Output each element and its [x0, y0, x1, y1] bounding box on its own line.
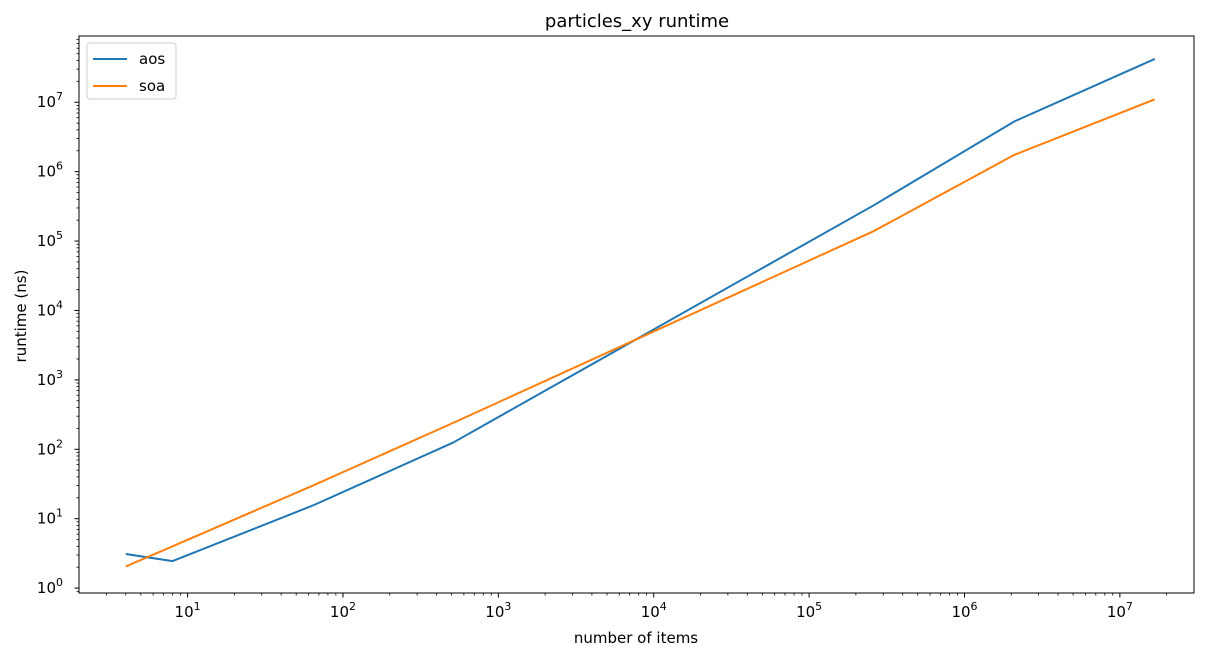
- y-tick-label: 104: [37, 298, 63, 319]
- plot-area: 101 102 103 104 105 106 107 100 101 102 103 104 105…: [37, 35, 1195, 621]
- y-tick-label: 101: [37, 507, 63, 528]
- x-tick-label: 101: [175, 600, 201, 621]
- legend-label-soa: soa: [139, 77, 165, 95]
- series-line-aos: [125, 58, 1156, 563]
- x-axis-ticks: 101 102 103 104 105 106 107: [105, 593, 1168, 621]
- axes-frame: [78, 35, 1195, 594]
- x-tick-label: 104: [641, 600, 667, 621]
- y-axis-label: runtime (ns): [12, 270, 30, 363]
- y-tick-label: 102: [37, 437, 63, 458]
- series-group: [125, 58, 1156, 568]
- y-tick-label: 107: [37, 90, 63, 111]
- x-tick-label: 107: [1107, 600, 1133, 621]
- y-axis-ticks: 100 101 102 103 104 105 106 107: [37, 39, 79, 597]
- chart-title: particles_xy runtime: [545, 11, 729, 32]
- legend-label-aos: aos: [139, 50, 165, 68]
- series-line-soa: [125, 98, 1156, 568]
- y-tick-label: 103: [37, 368, 63, 389]
- y-tick-label: 105: [37, 229, 63, 250]
- x-tick-label: 102: [330, 600, 356, 621]
- legend: aos soa: [86, 42, 177, 100]
- y-tick-label: 106: [37, 160, 63, 181]
- y-tick-label: 100: [37, 576, 63, 597]
- x-tick-label: 103: [485, 600, 511, 621]
- x-tick-label: 105: [796, 600, 822, 621]
- x-tick-label: 106: [951, 600, 977, 621]
- x-axis-label: number of items: [574, 629, 698, 647]
